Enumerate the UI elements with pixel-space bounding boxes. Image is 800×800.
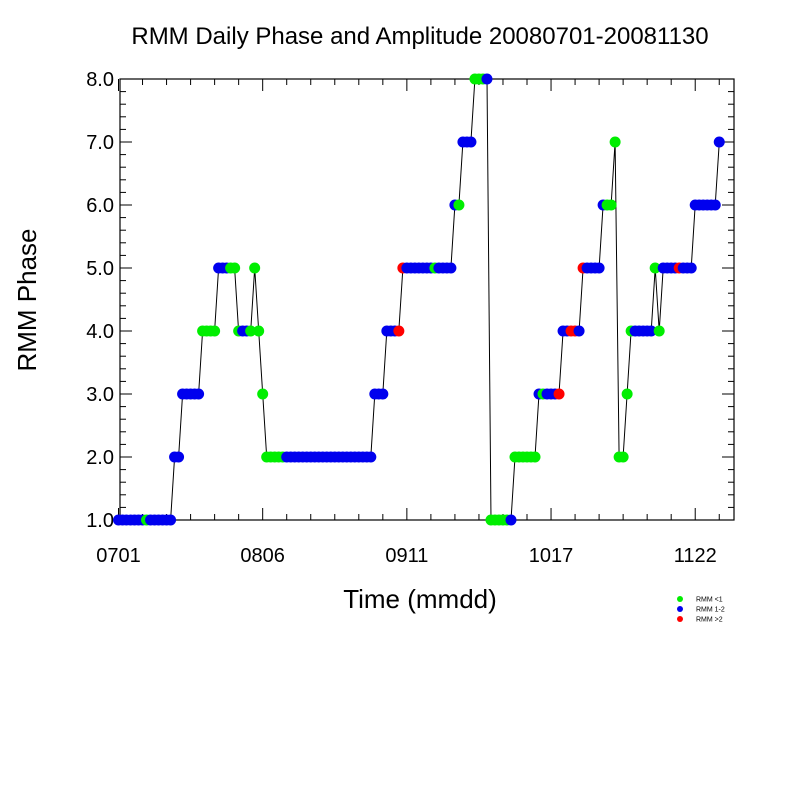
data-point <box>173 451 185 463</box>
data-point <box>377 388 389 400</box>
data-point <box>165 514 177 526</box>
phase-line <box>118 78 720 521</box>
data-point <box>605 199 617 211</box>
data-point <box>445 262 457 274</box>
x-tick-label: 0806 <box>240 545 285 567</box>
legend-marker <box>677 616 683 622</box>
data-point <box>685 262 697 274</box>
data-point <box>617 451 629 463</box>
data-point <box>609 136 621 148</box>
data-point <box>249 262 261 274</box>
y-tick-labels: 1.0 2.0 3.0 4.0 5.0 6.0 7.0 8.0 <box>86 69 114 532</box>
y-axis-title: RMM Phase <box>12 228 42 371</box>
data-point <box>229 262 241 274</box>
y-tick-label: 5.0 <box>86 258 114 280</box>
y-tick-label: 6.0 <box>86 195 114 217</box>
phase-line-layer <box>118 78 720 521</box>
data-point <box>209 325 221 337</box>
data-point <box>709 199 721 211</box>
plot-frame <box>119 78 735 521</box>
data-point <box>245 325 257 337</box>
legend-label: RMM 1-2 <box>696 607 725 614</box>
data-point <box>505 514 517 526</box>
data-point <box>393 325 405 337</box>
data-point <box>365 451 377 463</box>
data-point <box>465 136 477 148</box>
legend-label: RMM <1 <box>696 597 723 604</box>
legend: RMM <1 RMM 1-2 RMM >2 <box>677 596 725 624</box>
y-tick-label: 8.0 <box>86 69 114 91</box>
data-point <box>453 199 465 211</box>
x-tick-label: 0701 <box>96 545 141 567</box>
data-point <box>573 325 585 337</box>
y-tick-label: 4.0 <box>86 321 114 343</box>
y-tick-label: 7.0 <box>86 132 114 154</box>
x-tick-labels: 0701 0806 0911 1017 1122 <box>96 545 716 567</box>
x-tick-label: 0911 <box>385 545 428 567</box>
data-point <box>649 262 661 274</box>
x-axis-title: Time (mmdd) <box>343 584 497 614</box>
x-tick-label: 1017 <box>529 545 574 567</box>
phase-points <box>113 73 725 526</box>
data-point <box>553 388 565 400</box>
legend-label: RMM >2 <box>696 617 723 624</box>
plot-border <box>119 78 735 521</box>
y-tick-label: 3.0 <box>86 384 114 406</box>
data-point <box>193 388 205 400</box>
data-point <box>653 325 665 337</box>
legend-marker <box>677 606 683 612</box>
y-tick-label: 1.0 <box>86 510 114 532</box>
data-point <box>593 262 605 274</box>
chart-title: RMM Daily Phase and Amplitude 20080701-2… <box>131 23 708 50</box>
y-tick-label: 2.0 <box>86 447 114 469</box>
data-point <box>529 451 541 463</box>
x-tick-label: 1122 <box>674 545 717 567</box>
data-point <box>481 73 493 85</box>
data-point <box>621 388 633 400</box>
data-point <box>645 325 657 337</box>
data-point <box>257 388 269 400</box>
data-point <box>713 136 725 148</box>
legend-marker <box>677 596 683 602</box>
data-point <box>253 325 265 337</box>
axis-ticks <box>118 78 734 521</box>
